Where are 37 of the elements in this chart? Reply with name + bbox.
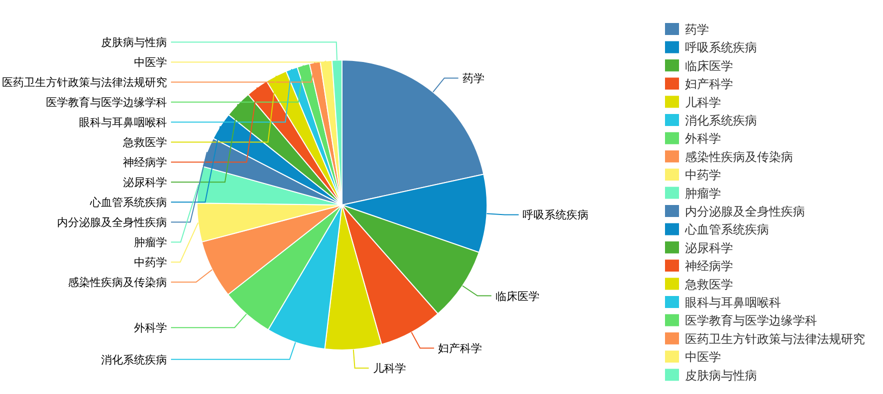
slice-label: 泌尿科学 <box>123 176 167 190</box>
legend-label: 眼科与耳鼻咽喉科 <box>685 296 781 310</box>
slice-label: 感染性疾病及传染病 <box>68 276 167 290</box>
slice-label: 眼科与耳鼻咽喉科 <box>79 116 167 130</box>
slice-label: 中药学 <box>134 256 167 270</box>
slice-label: 肿瘤学 <box>134 236 167 250</box>
legend-label: 心血管系统疾病 <box>684 222 769 237</box>
slice-label: 消化系统疾病 <box>101 353 167 366</box>
legend-label: 皮肤病与性病 <box>685 368 757 382</box>
slice-label: 急救医学 <box>122 136 167 150</box>
slice-label: 中医学 <box>134 56 167 70</box>
slice-label: 内分泌腺及全身性疾病 <box>57 216 167 230</box>
legend-label: 妇产科学 <box>685 77 733 92</box>
slice-label: 儿科学 <box>372 362 406 376</box>
slice-label: 外科学 <box>134 322 167 335</box>
slice-label: 药学 <box>462 72 484 86</box>
slice-label: 呼吸系统疾病 <box>522 208 589 222</box>
slice-label: 神经病学 <box>123 156 167 170</box>
legend-label: 临床医学 <box>685 58 733 73</box>
slice-label: 皮肤病与性病 <box>101 36 167 50</box>
legend-label: 中药学 <box>685 168 721 182</box>
legend-label: 泌尿科学 <box>685 240 733 255</box>
legend-label: 感染性疾病及传染病 <box>685 150 793 164</box>
slice-label: 医药卫生方针政策与法律法规研究 <box>2 76 167 90</box>
legend-label: 急救医学 <box>684 277 733 292</box>
legend-label: 神经病学 <box>685 259 733 274</box>
legend-label: 呼吸系统疾病 <box>685 40 757 55</box>
legend-label: 药学 <box>685 22 709 36</box>
slice-label: 妇产科学 <box>438 342 482 356</box>
slice-label: 临床医学 <box>495 290 540 303</box>
slice-label: 医学教育与医学边缘学科 <box>46 96 167 110</box>
legend-label: 消化系统疾病 <box>685 114 757 128</box>
legend-label: 中医学 <box>685 350 721 364</box>
legend-label: 外科学 <box>685 132 721 146</box>
legend-label: 儿科学 <box>685 95 721 110</box>
legend-label: 肿瘤学 <box>685 186 721 200</box>
slice-label: 心血管系统疾病 <box>89 196 167 210</box>
